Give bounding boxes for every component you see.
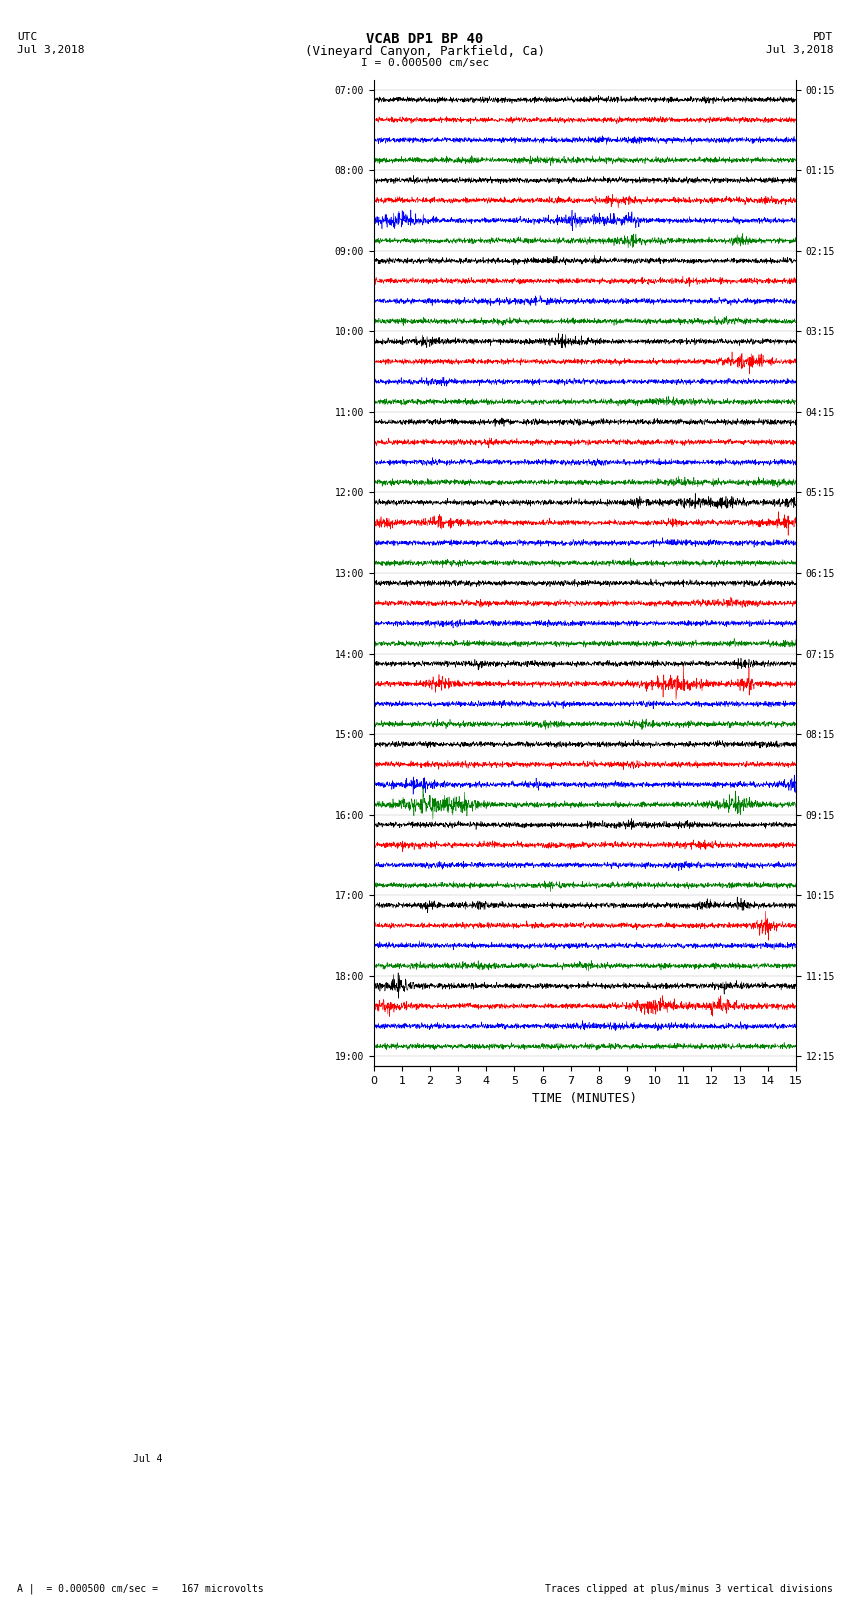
Text: I = 0.000500 cm/sec: I = 0.000500 cm/sec: [361, 58, 489, 68]
Text: Jul 4: Jul 4: [133, 1455, 162, 1465]
Text: Jul 3,2018: Jul 3,2018: [766, 45, 833, 55]
Text: Traces clipped at plus/minus 3 vertical divisions: Traces clipped at plus/minus 3 vertical …: [545, 1584, 833, 1594]
Text: UTC: UTC: [17, 32, 37, 42]
X-axis label: TIME (MINUTES): TIME (MINUTES): [532, 1092, 638, 1105]
Text: VCAB DP1 BP 40: VCAB DP1 BP 40: [366, 32, 484, 47]
Text: PDT: PDT: [813, 32, 833, 42]
Text: (Vineyard Canyon, Parkfield, Ca): (Vineyard Canyon, Parkfield, Ca): [305, 45, 545, 58]
Text: Jul 3,2018: Jul 3,2018: [17, 45, 84, 55]
Text: A |  = 0.000500 cm/sec =    167 microvolts: A | = 0.000500 cm/sec = 167 microvolts: [17, 1582, 264, 1594]
